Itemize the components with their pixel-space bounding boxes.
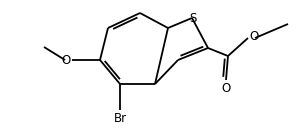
Text: S: S	[189, 11, 197, 25]
Text: O: O	[249, 30, 258, 44]
Text: O: O	[221, 82, 231, 95]
Text: O: O	[62, 53, 71, 67]
Text: Br: Br	[114, 112, 126, 125]
